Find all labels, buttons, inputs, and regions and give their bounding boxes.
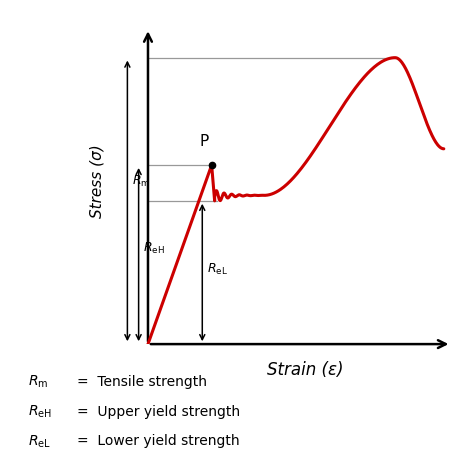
- Text: $R_{\mathrm{eH}}$: $R_{\mathrm{eH}}$: [28, 403, 52, 420]
- Text: $R_{\mathrm{m}}$: $R_{\mathrm{m}}$: [132, 174, 151, 189]
- Text: Stress (σ): Stress (σ): [90, 145, 105, 218]
- Text: $R_{\mathrm{eL}}$: $R_{\mathrm{eL}}$: [207, 262, 228, 277]
- Text: Strain (ε): Strain (ε): [267, 361, 344, 379]
- Text: $R_{\mathrm{eH}}$: $R_{\mathrm{eH}}$: [143, 240, 165, 256]
- Text: =  Upper yield strength: = Upper yield strength: [77, 405, 240, 418]
- Text: $R_{\mathrm{m}}$: $R_{\mathrm{m}}$: [28, 373, 48, 390]
- Text: $R_{\mathrm{eL}}$: $R_{\mathrm{eL}}$: [28, 433, 51, 450]
- Text: =  Lower yield strength: = Lower yield strength: [77, 434, 239, 448]
- Text: P: P: [200, 134, 209, 149]
- Text: =  Tensile strength: = Tensile strength: [77, 375, 207, 389]
